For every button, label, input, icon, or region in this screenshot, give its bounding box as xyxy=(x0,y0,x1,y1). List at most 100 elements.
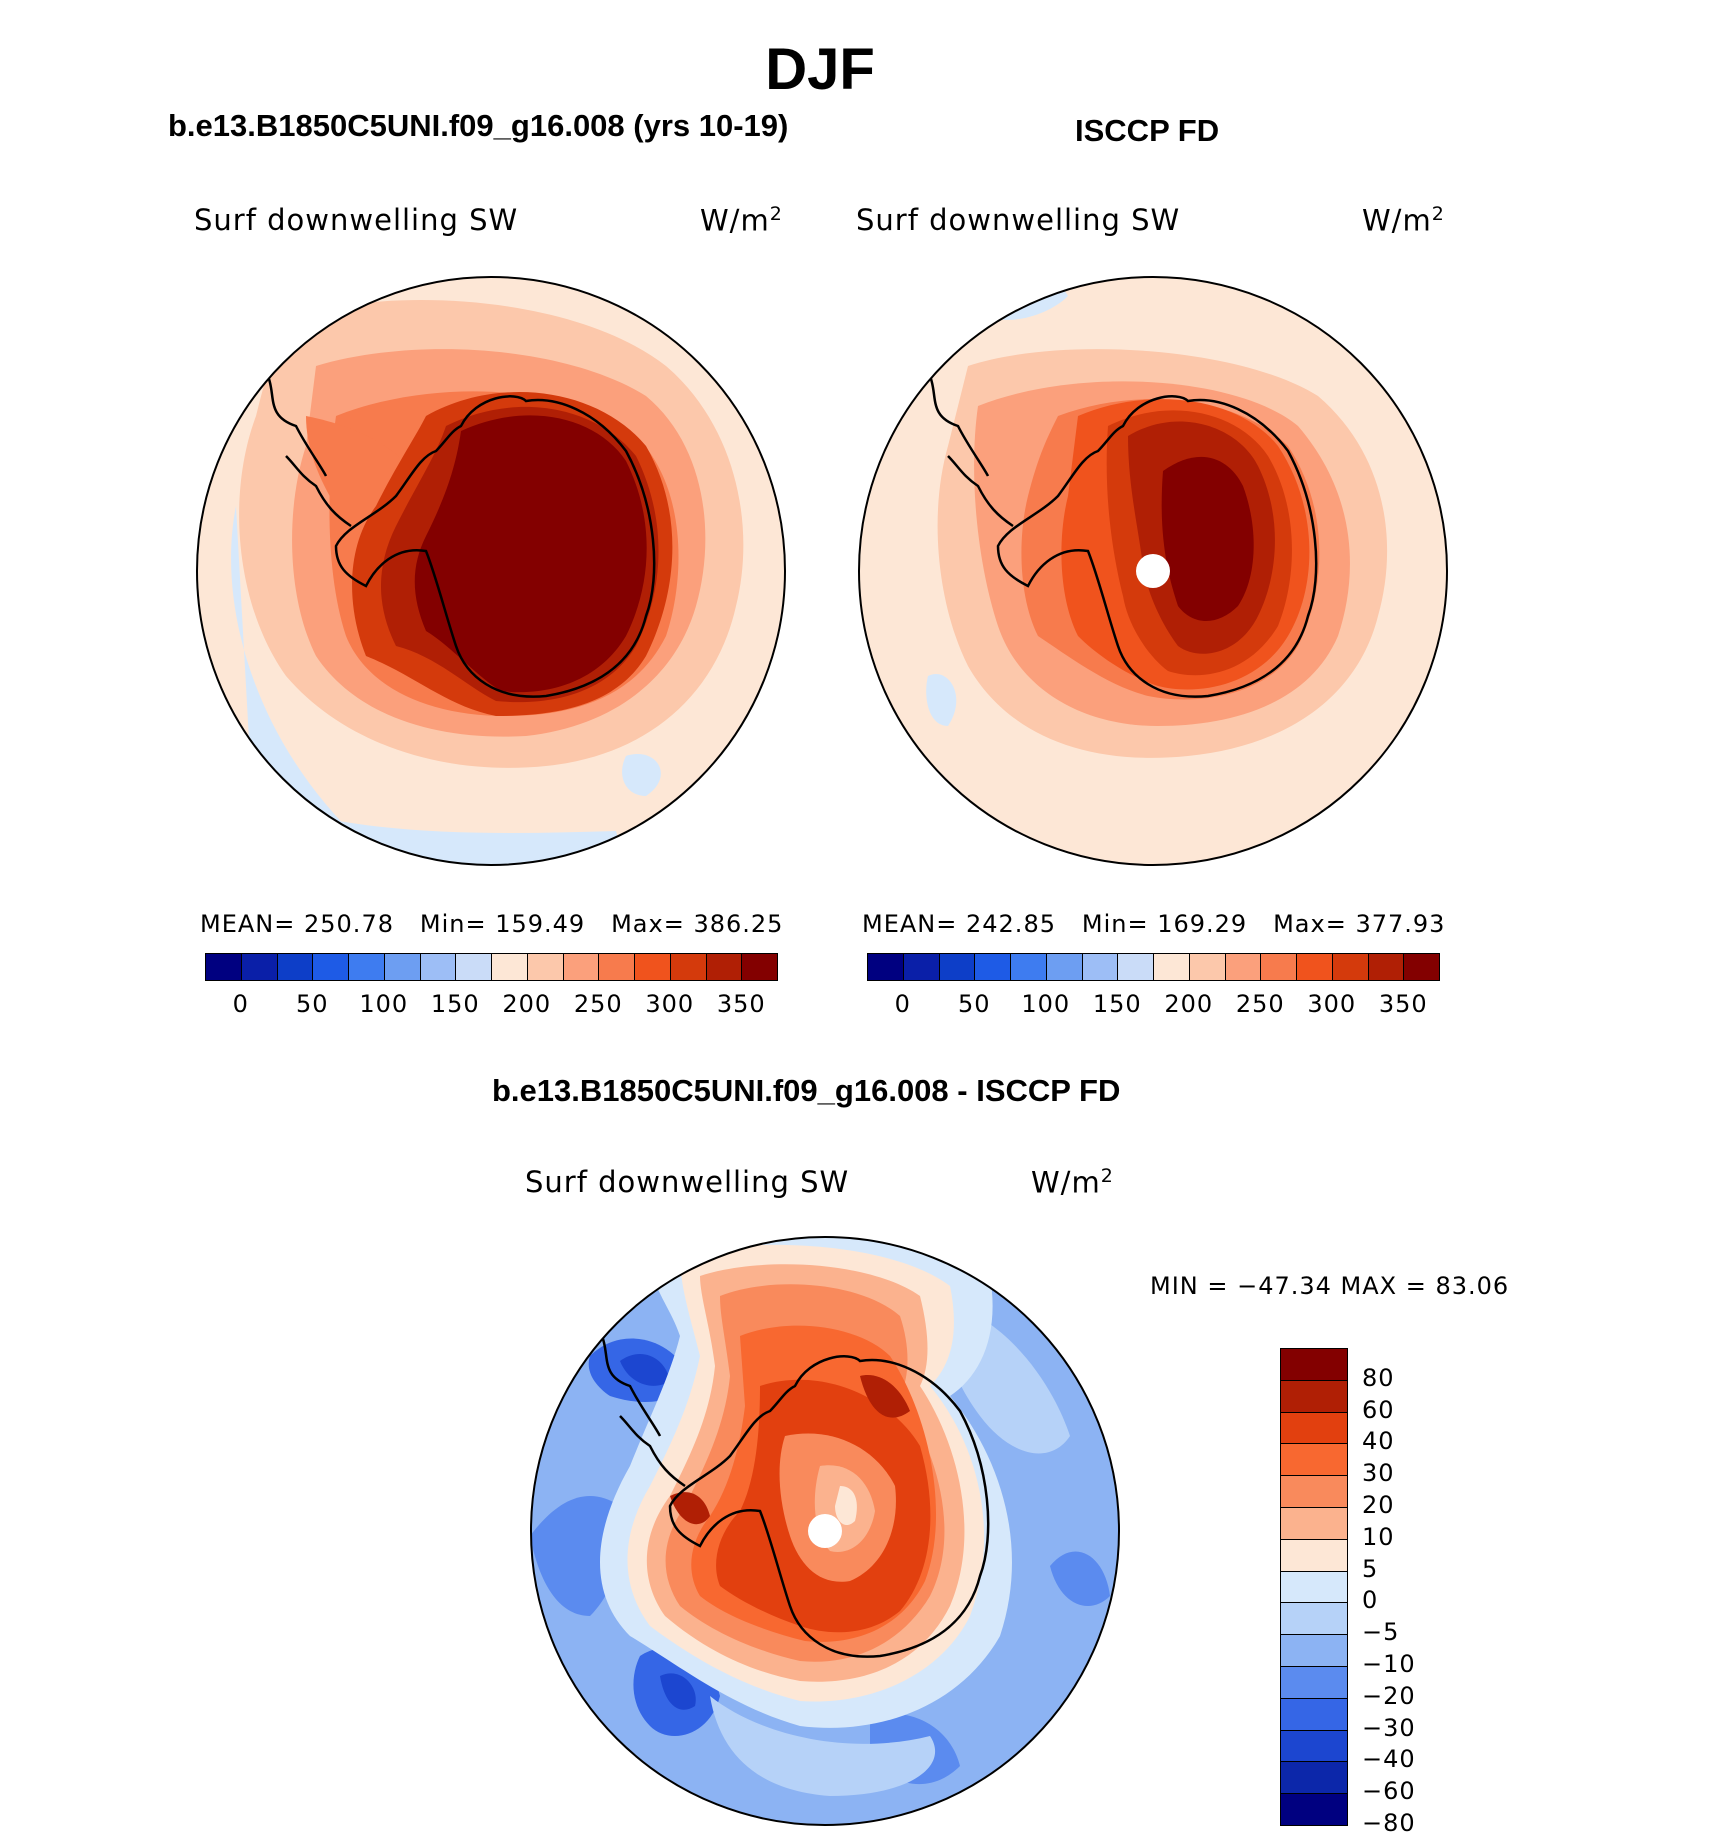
panel-1-colorbar xyxy=(205,953,778,981)
diff-colorbar-tick-label: 5 xyxy=(1362,1554,1379,1583)
diff-minmax: MIN = −47.34 MAX = 83.06 xyxy=(1150,1272,1510,1300)
diff-colorbar-tick-label: −30 xyxy=(1362,1713,1416,1742)
colorbar-tick-label: 0 xyxy=(894,990,911,1018)
panel-2-stats: MEAN= 242.85 Min= 169.29 Max= 377.93 xyxy=(862,910,1446,938)
colorbar-tick-label: 50 xyxy=(957,990,991,1018)
diff-colorbar-tick-label: 40 xyxy=(1362,1427,1395,1456)
colorbar-swatch xyxy=(669,953,707,981)
diff-colorbar-swatch xyxy=(1280,1507,1348,1540)
diff-colorbar-tick-label: 30 xyxy=(1362,1459,1395,1488)
colorbar-swatch xyxy=(1045,953,1083,981)
colorbar-tick-label: 250 xyxy=(573,990,623,1018)
diff-colorbar-tick-label: −40 xyxy=(1362,1745,1416,1774)
colorbar-swatch xyxy=(1403,953,1440,981)
diff-colorbar-swatch xyxy=(1280,1570,1348,1604)
colorbar-swatch xyxy=(867,953,904,981)
diff-colorbar-tick-label: −5 xyxy=(1362,1618,1400,1647)
diff-colorbar xyxy=(1280,1348,1348,1826)
model-polar-map xyxy=(196,276,786,866)
colorbar-swatch xyxy=(1153,953,1190,981)
colorbar-swatch xyxy=(562,953,600,981)
colorbar-swatch xyxy=(741,953,778,981)
colorbar-swatch xyxy=(312,953,349,981)
diff-colorbar-swatch xyxy=(1280,1443,1348,1477)
colorbar-swatch xyxy=(1331,953,1369,981)
colorbar-swatch xyxy=(526,953,564,981)
colorbar-swatch xyxy=(1260,953,1297,981)
figure-title: DJF xyxy=(765,37,875,102)
colorbar-tick-label: 150 xyxy=(1092,990,1142,1018)
colorbar-swatch xyxy=(276,953,314,981)
colorbar-swatch xyxy=(598,953,635,981)
colorbar-swatch xyxy=(383,953,421,981)
colorbar-swatch xyxy=(455,953,492,981)
colorbar-swatch xyxy=(1081,953,1119,981)
colorbar-swatch xyxy=(1117,953,1154,981)
diff-colorbar-swatch xyxy=(1280,1666,1348,1699)
colorbar-swatch xyxy=(1224,953,1262,981)
panel-1-stats: MEAN= 250.78 Min= 159.49 Max= 386.25 xyxy=(200,910,784,938)
panel-1-colorbar-ticks: 0 50 100 150 200 250 300 350 xyxy=(205,990,777,1020)
panel-1-variable-label: Surf downwelling SW xyxy=(194,203,519,237)
panel-2-case-title: ISCCP FD xyxy=(1075,113,1220,148)
diff-colorbar-tick-label: 0 xyxy=(1362,1586,1379,1615)
antarctica-coastline xyxy=(619,1355,990,1658)
colorbar-tick-label: 200 xyxy=(502,990,552,1018)
map-boundary xyxy=(530,1236,1120,1826)
diff-colorbar-tick-label: 60 xyxy=(1362,1395,1395,1424)
antarctica-coastline xyxy=(285,395,656,698)
diff-colorbar-tick-label: 20 xyxy=(1362,1491,1395,1519)
panel-2-colorbar xyxy=(867,953,1440,981)
panel-2-variable-label: Surf downwelling SW xyxy=(856,203,1181,237)
diff-colorbar-swatch xyxy=(1280,1538,1348,1572)
colorbar-swatch xyxy=(1367,953,1405,981)
colorbar-swatch xyxy=(974,953,1011,981)
diff-colorbar-tick-label: −10 xyxy=(1362,1650,1416,1678)
diff-colorbar-swatch xyxy=(1280,1729,1348,1763)
colorbar-tick-label: 100 xyxy=(1021,990,1071,1018)
colorbar-swatch xyxy=(1188,953,1226,981)
colorbar-tick-label: 150 xyxy=(430,990,480,1018)
diff-colorbar-swatch xyxy=(1280,1348,1348,1381)
diff-variable-label: Surf downwelling SW xyxy=(525,1165,850,1199)
colorbar-swatch xyxy=(491,953,528,981)
diff-units: W/m2 xyxy=(1031,1165,1114,1200)
diff-colorbar-swatch xyxy=(1280,1602,1348,1636)
colorbar-tick-label: 350 xyxy=(1378,990,1428,1018)
pole-hole xyxy=(1136,554,1170,588)
panel-2-colorbar-ticks: 0 50 100 150 200 250 300 350 xyxy=(867,990,1439,1020)
diff-colorbar-tick-label: 10 xyxy=(1362,1522,1395,1551)
panel-1-case-title: b.e13.B1850C5UNI.f09_g16.008 (yrs 10-19) xyxy=(168,108,789,143)
diff-colorbar-swatch xyxy=(1280,1697,1348,1731)
panel-1-units: W/m2 xyxy=(700,203,783,238)
colorbar-tick-label: 100 xyxy=(359,990,409,1018)
colorbar-tick-label: 50 xyxy=(295,990,329,1018)
colorbar-tick-label: 300 xyxy=(645,990,695,1018)
colorbar-tick-label: 0 xyxy=(232,990,249,1018)
diff-colorbar-swatch xyxy=(1280,1761,1348,1795)
colorbar-swatch xyxy=(634,953,671,981)
diff-colorbar-swatch xyxy=(1280,1379,1348,1413)
difference-polar-map xyxy=(530,1236,1120,1826)
pole-hole xyxy=(808,1514,842,1548)
colorbar-tick-label: 300 xyxy=(1307,990,1357,1018)
diff-colorbar-swatch xyxy=(1280,1634,1348,1667)
obs-polar-map xyxy=(858,276,1448,866)
colorbar-swatch xyxy=(205,953,242,981)
colorbar-tick-label: 350 xyxy=(716,990,766,1018)
colorbar-swatch xyxy=(419,953,457,981)
antarctica-coastline xyxy=(947,395,1318,698)
diff-colorbar-tick-label: −80 xyxy=(1362,1809,1416,1837)
colorbar-tick-label: 200 xyxy=(1164,990,1214,1018)
panel-2-units: W/m2 xyxy=(1362,203,1445,238)
colorbar-swatch xyxy=(938,953,976,981)
diff-colorbar-ticks: 80 60 40 30 20 10 5 0 −5 −10 −20 −30 −40 −60 −80 xyxy=(1362,1348,1442,1837)
colorbar-swatch xyxy=(240,953,278,981)
diff-colorbar-tick-label: −60 xyxy=(1362,1777,1416,1806)
colorbar-tick-label: 250 xyxy=(1235,990,1285,1018)
diff-case-title: b.e13.B1850C5UNI.f09_g16.008 - ISCCP FD xyxy=(492,1073,1121,1108)
diff-colorbar-tick-label: −20 xyxy=(1362,1681,1416,1710)
diff-colorbar-tick-label: 80 xyxy=(1362,1363,1395,1392)
colorbar-swatch xyxy=(1296,953,1333,981)
colorbar-swatch xyxy=(1010,953,1047,981)
